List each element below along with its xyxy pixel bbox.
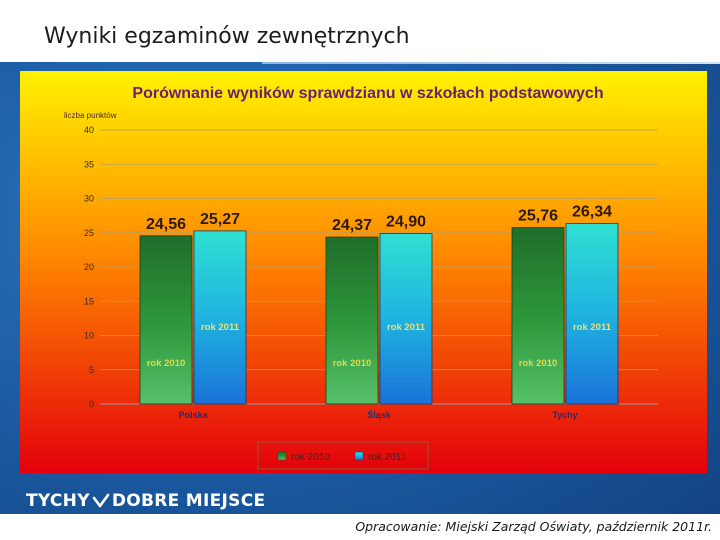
y-tick-labels: 0 5 10 15 20 25 30 35 40 [84,125,94,409]
data-label: 25,76 [518,208,558,225]
x-tick-label: Tychy [552,410,577,420]
logo-text-left: TYCHY [26,491,90,511]
bar-2011 [379,233,433,405]
data-label: 25,27 [200,211,240,228]
data-label: 24,37 [332,217,372,234]
logo-text-right: DOBRE MIEJSCE [111,491,266,511]
y-tick-label: 35 [84,159,94,169]
x-tick-labels: Polska Śląsk Tychy [178,409,577,420]
y-axis-label: liczba punktów [64,111,117,120]
bar-chart: Porównanie wyników sprawdzianu w szkołac… [20,71,707,473]
slide-title: Wyniki egzaminów zewnętrznych [44,24,410,49]
y-tick-label: 0 [89,399,94,409]
bar-2010 [325,236,379,405]
tychy-logo: TYCHY DOBRE MIEJSCE [26,489,265,513]
bar-series-label: rok 2010 [147,358,186,369]
legend-box [257,441,429,470]
footer-bar [0,514,720,540]
legend-swatch-2011 [354,451,364,461]
footer-credit: Opracowanie: Miejski Zarząd Oświaty, paź… [355,519,712,534]
y-tick-label: 10 [84,331,94,341]
legend: rok 2010 rok 2011 [257,441,429,470]
bars: 24,56 rok 2010 25,27 rok 2011 24,37 rok 2010 2… [139,204,619,405]
legend-swatch-2010 [277,451,287,461]
bar-series-label: rok 2011 [387,322,426,333]
chart-title: Porównanie wyników sprawdzianu w szkołac… [132,85,603,102]
slide-header: Wyniki egzaminów zewnętrznych [0,0,720,62]
y-tick-label: 15 [84,296,94,306]
legend-label-2011: rok 2011 [368,452,407,463]
bar-series-label: rok 2010 [519,358,558,369]
y-tick-label: 5 [89,365,94,375]
data-label: 26,34 [572,204,612,221]
bar-2010 [511,227,565,405]
bar-series-label: rok 2010 [333,358,372,369]
data-label: 24,90 [386,213,426,230]
y-tick-label: 30 [84,194,94,204]
y-tick-label: 25 [84,228,94,238]
data-label: 24,56 [146,216,186,233]
x-tick-label: Śląsk [367,409,392,420]
bar-series-label: rok 2011 [573,322,612,333]
bar-2011 [565,223,619,405]
title-underline [262,62,720,64]
y-tick-label: 20 [84,262,94,272]
gridlines [100,129,658,371]
legend-label-2010: rok 2010 [291,452,330,463]
bar-2010 [139,235,193,405]
bar-2011 [193,230,247,405]
checkmark-icon [92,493,110,508]
bar-series-label: rok 2011 [201,322,240,333]
y-tick-label: 40 [84,125,94,135]
x-tick-label: Polska [178,410,208,420]
chart-panel: Porównanie wyników sprawdzianu w szkołac… [20,71,707,473]
